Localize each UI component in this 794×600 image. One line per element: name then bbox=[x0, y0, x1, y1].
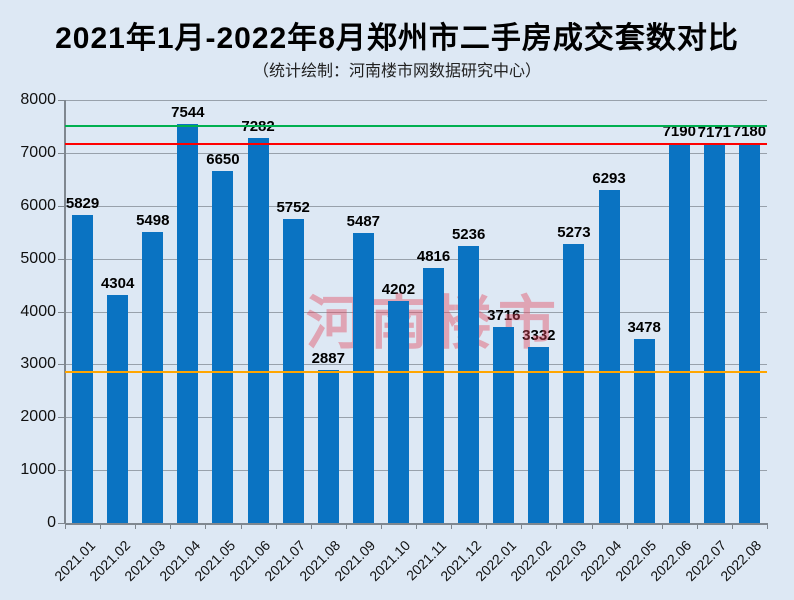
gridline bbox=[65, 205, 767, 207]
x-tick bbox=[731, 523, 733, 529]
chart-title: 2021年1月-2022年8月郑州市二手房成交套数对比 bbox=[55, 22, 739, 55]
bar bbox=[107, 295, 129, 523]
y-axis-label: 8000 bbox=[20, 91, 56, 108]
x-tick bbox=[521, 523, 523, 529]
y-axis-label: 1000 bbox=[20, 461, 56, 479]
x-tick bbox=[661, 523, 663, 529]
bar-value-label: 7180 bbox=[732, 123, 767, 141]
bar-value-label: 6293 bbox=[592, 170, 626, 188]
gridline bbox=[65, 152, 767, 154]
y-tick bbox=[58, 205, 65, 207]
bar bbox=[317, 370, 339, 523]
x-tick bbox=[65, 523, 66, 529]
bar-value-label: 5487 bbox=[346, 212, 381, 230]
y-axis-label: 2000 bbox=[20, 408, 56, 426]
bar bbox=[72, 214, 94, 523]
bar-value-label: 3716 bbox=[487, 306, 521, 324]
x-tick bbox=[100, 523, 102, 529]
x-tick bbox=[240, 523, 242, 529]
x-tick bbox=[170, 523, 172, 529]
gridline bbox=[65, 100, 767, 101]
bar bbox=[177, 124, 199, 523]
x-tick bbox=[451, 523, 453, 529]
x-tick bbox=[310, 523, 312, 529]
bar bbox=[423, 268, 445, 523]
y-tick bbox=[58, 364, 65, 366]
gridline bbox=[65, 417, 767, 419]
y-tick bbox=[58, 470, 65, 472]
bar-value-label: 4816 bbox=[416, 248, 451, 266]
x-tick bbox=[135, 523, 137, 529]
y-axis-line bbox=[64, 100, 66, 523]
bar bbox=[142, 232, 164, 523]
x-tick bbox=[205, 523, 207, 529]
x-tick bbox=[696, 523, 698, 529]
gridline bbox=[65, 258, 767, 260]
y-tick bbox=[58, 152, 65, 154]
y-tick bbox=[58, 100, 65, 101]
x-tick bbox=[345, 523, 347, 529]
reference-line-red bbox=[65, 142, 767, 145]
bar-value-label: 3478 bbox=[627, 319, 661, 337]
bar-value-label: 4304 bbox=[100, 275, 135, 293]
x-tick bbox=[767, 523, 768, 529]
y-tick bbox=[58, 258, 65, 260]
bar-value-label: 5236 bbox=[451, 226, 486, 244]
bar bbox=[668, 142, 690, 523]
reference-line-orange bbox=[65, 370, 767, 373]
x-tick bbox=[275, 523, 277, 529]
bar bbox=[212, 171, 234, 523]
y-tick bbox=[58, 523, 65, 524]
bar-value-label: 5498 bbox=[136, 212, 170, 230]
gridline bbox=[65, 470, 767, 472]
y-axis-label: 6000 bbox=[20, 196, 56, 214]
x-tick bbox=[626, 523, 628, 529]
reference-line-green bbox=[65, 125, 767, 128]
bar-value-label: 5752 bbox=[276, 198, 310, 216]
bar-value-label: 5829 bbox=[65, 194, 100, 212]
x-tick bbox=[486, 523, 488, 529]
bar bbox=[528, 346, 550, 523]
y-axis-label: 5000 bbox=[20, 249, 56, 267]
y-axis-label: 3000 bbox=[20, 355, 56, 373]
bar bbox=[703, 143, 725, 523]
bar bbox=[247, 137, 269, 523]
bar bbox=[352, 232, 374, 523]
bar-value-label: 4202 bbox=[381, 280, 416, 298]
x-tick bbox=[416, 523, 417, 529]
y-tick bbox=[58, 417, 65, 419]
y-axis-label: 4000 bbox=[20, 302, 56, 320]
bar bbox=[493, 326, 515, 523]
bar-value-label: 7171 bbox=[697, 123, 732, 141]
y-axis-label: 0 bbox=[47, 514, 56, 531]
bar-value-label: 5273 bbox=[557, 224, 591, 242]
bar-value-label: 7544 bbox=[171, 104, 205, 122]
chart-subtitle: （统计绘制：河南楼市网数据研究中心） bbox=[252, 63, 541, 80]
x-tick bbox=[380, 523, 382, 529]
gridline bbox=[65, 311, 767, 313]
bar bbox=[387, 300, 409, 523]
bar bbox=[563, 244, 585, 523]
bar bbox=[598, 190, 620, 523]
bar-value-label: 6650 bbox=[206, 151, 240, 169]
gridline bbox=[65, 364, 767, 366]
y-axis-label: 7000 bbox=[20, 143, 56, 161]
bar-value-label: 2887 bbox=[311, 350, 345, 368]
x-tick bbox=[591, 523, 593, 529]
bar bbox=[633, 339, 655, 523]
y-tick bbox=[58, 311, 65, 313]
bar-value-label: 3332 bbox=[522, 326, 556, 344]
bar bbox=[738, 143, 760, 523]
x-tick bbox=[556, 523, 558, 529]
bar bbox=[458, 246, 480, 523]
